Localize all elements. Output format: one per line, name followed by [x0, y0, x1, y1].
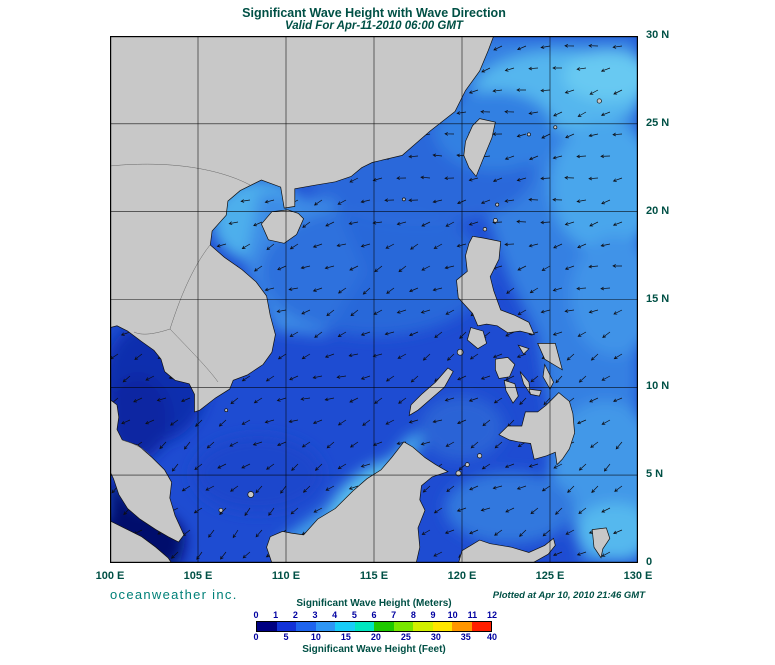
- island-babuyan-1: [493, 218, 498, 223]
- island-calamian: [456, 348, 464, 356]
- island-con-son: [224, 408, 229, 413]
- landmass-borneo: [266, 441, 449, 563]
- landmasses: [110, 36, 611, 563]
- map-border: [110, 36, 638, 563]
- legend-meter-tick: 8: [410, 610, 416, 620]
- legend-meter-tick: 2: [292, 610, 298, 620]
- island-sulu-3: [455, 470, 462, 477]
- map: [110, 36, 638, 563]
- legend-meter-ticks: 0 1 2 3 4 5 6 7 8 9 10 11 12: [253, 610, 497, 621]
- legend-meter-tick: 3: [312, 610, 318, 620]
- legend-feet-ticks: 0 5 10 15 20 25 30 35 40: [253, 632, 497, 643]
- legend-color-segment: [257, 622, 277, 631]
- landmass-negros: [503, 379, 519, 404]
- legend-color-segment: [276, 622, 296, 631]
- landmass-hainan: [260, 209, 305, 244]
- grid-lines: [110, 36, 638, 563]
- legend-color-segment: [393, 622, 413, 631]
- island-pratas: [402, 197, 406, 202]
- lon-label-120e: 120 E: [447, 570, 477, 582]
- legend-feet-tick: 40: [486, 632, 498, 642]
- lat-label-0: 0: [646, 556, 653, 568]
- landmass-mindoro: [466, 327, 488, 350]
- page-title: Significant Wave Height with Wave Direct…: [242, 6, 506, 20]
- legend-color-segment: [452, 622, 472, 631]
- legend-meter-tick: 6: [371, 610, 377, 620]
- lon-label-105e: 105 E: [183, 570, 213, 582]
- island-miyako: [553, 125, 558, 130]
- lon-label-130e: 130 E: [623, 570, 653, 582]
- lat-label-20n: 20 N: [646, 204, 670, 217]
- lat-label-5n: 5 N: [646, 468, 664, 481]
- landmass-bohol: [528, 388, 542, 397]
- legend-meter-tick: 0: [253, 610, 259, 620]
- legend-feet-tick: 35: [460, 632, 471, 642]
- legend-feet-tick: 15: [340, 632, 351, 642]
- legend-feet-tick: 5: [283, 632, 289, 642]
- legend-color-segment: [315, 622, 335, 631]
- island-anambas: [218, 507, 224, 513]
- lon-label-100e: 100 E: [95, 570, 125, 582]
- landmass-malay-peninsula: [110, 399, 185, 543]
- island-natuna: [247, 491, 255, 498]
- legend-feet-tick: 30: [430, 632, 441, 642]
- landmass-mindanao: [498, 392, 575, 466]
- lat-label-25n: 25 N: [646, 116, 670, 129]
- lon-label-125e: 125 E: [535, 570, 565, 582]
- legend-feet-tick: 20: [370, 632, 381, 642]
- legend-meter-tick: 4: [332, 610, 338, 620]
- legend-meter-tick: 11: [467, 610, 478, 620]
- legend-meters-title: Significant Wave Height (Meters): [296, 598, 452, 609]
- island-ishigaki: [526, 132, 531, 137]
- legend-feet-tick: 10: [310, 632, 321, 642]
- legend-meter-tick: 12: [486, 610, 498, 620]
- lon-label-110e: 110 E: [271, 570, 301, 582]
- lat-label-15n: 15 N: [646, 292, 670, 305]
- landmass-sumatra: [110, 520, 173, 563]
- legend-color-segment: [432, 622, 452, 631]
- legend-feet-tick: 0: [253, 632, 259, 642]
- map-canvas: [110, 36, 638, 563]
- legend-color-segment: [335, 622, 355, 631]
- legend-color-segment: [354, 622, 374, 631]
- country-borders: [110, 163, 251, 456]
- legend-meter-tick: 1: [273, 610, 279, 620]
- legend-meter-tick: 5: [351, 610, 357, 620]
- landmass-sulawesi: [458, 537, 556, 563]
- landmass-halmahera: [591, 527, 611, 559]
- legend-color-segment: [374, 622, 394, 631]
- plotted-at-timestamp: Plotted at Apr 10, 2010 21:46 GMT: [492, 590, 645, 601]
- landmass-taiwan: [463, 118, 496, 178]
- island-batanes: [495, 202, 500, 207]
- landmass-panay: [495, 357, 516, 379]
- island-okinawa: [596, 98, 602, 104]
- lon-label-115e: 115 E: [359, 570, 389, 582]
- landmass-palawan: [408, 367, 454, 417]
- legend-bar: [256, 621, 492, 632]
- legend-meter-tick: 7: [391, 610, 397, 620]
- oceanweather-logo-text: oceanweather inc.: [110, 587, 238, 602]
- legend-meter-tick: 9: [430, 610, 436, 620]
- legend-scale: 0 1 2 3 4 5 6 7 8 9 10 11 12 0 5 10 15 20 25 30 35 40: [253, 610, 497, 643]
- legend-color-segment: [413, 622, 433, 631]
- legend-feet-title: Significant Wave Height (Feet): [302, 644, 446, 655]
- legend-color-segment: [296, 622, 316, 631]
- landmass-masbate: [517, 344, 530, 355]
- lat-label-10n: 10 N: [646, 380, 670, 393]
- legend-meter-tick: 10: [447, 610, 458, 620]
- island-sulu-2: [464, 462, 470, 467]
- island-babuyan-2: [482, 227, 488, 232]
- legend-color-segment: [471, 622, 491, 631]
- lat-label-30n: 30 N: [646, 29, 670, 41]
- landmass-asia-mainland: [110, 36, 495, 413]
- valid-time-line: Valid For Apr-11-2010 06:00 GMT: [285, 20, 463, 32]
- island-sulu-1: [477, 453, 483, 459]
- legend-feet-tick: 25: [400, 632, 411, 642]
